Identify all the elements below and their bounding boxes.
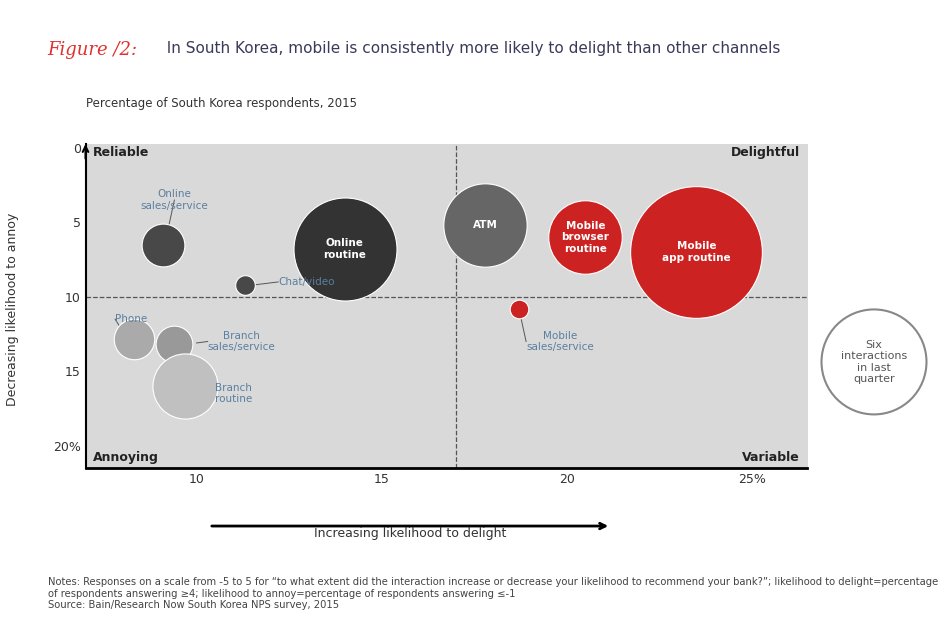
- Text: Percentage of South Korea respondents, 2015: Percentage of South Korea respondents, 2…: [86, 97, 356, 110]
- Text: Notes: Responses on a scale from -5 to 5 for “to what extent did the interaction: Notes: Responses on a scale from -5 to 5…: [48, 577, 938, 610]
- Point: [126, 333, 142, 343]
- Text: Chat/video: Chat/video: [278, 277, 334, 287]
- Text: Mobile
sales/service: Mobile sales/service: [526, 331, 594, 353]
- Text: Mobile
app routine: Mobile app routine: [662, 241, 731, 263]
- Text: Branch
sales/service: Branch sales/service: [208, 331, 276, 353]
- Text: Mobile
browser
routine: Mobile browser routine: [561, 221, 609, 254]
- Text: Decreasing likelihood to annoy: Decreasing likelihood to annoy: [6, 212, 19, 406]
- Point: [238, 280, 253, 290]
- Point: [689, 247, 704, 257]
- Text: Online
routine: Online routine: [323, 238, 366, 260]
- Text: ATM: ATM: [473, 220, 498, 230]
- Point: [167, 339, 182, 349]
- Text: In South Korea, mobile is consistently more likely to delight than other channel: In South Korea, mobile is consistently m…: [157, 41, 780, 56]
- Text: Online
sales/service: Online sales/service: [141, 189, 208, 211]
- Point: [337, 244, 352, 254]
- Text: Branch
routine: Branch routine: [215, 383, 253, 404]
- Point: [478, 220, 493, 230]
- Point: [178, 381, 193, 391]
- Text: Increasing likelihood to delight: Increasing likelihood to delight: [314, 527, 506, 540]
- Circle shape: [822, 310, 926, 414]
- Text: Annoying: Annoying: [93, 451, 159, 464]
- Text: Phone: Phone: [115, 314, 147, 324]
- Point: [156, 240, 171, 250]
- Text: Figure /2:: Figure /2:: [48, 41, 138, 59]
- Point: [578, 232, 593, 242]
- Text: Delightful: Delightful: [731, 146, 800, 158]
- Text: Reliable: Reliable: [93, 146, 149, 158]
- Text: Variable: Variable: [742, 451, 800, 464]
- Text: Six
interactions
in last
quarter: Six interactions in last quarter: [841, 339, 907, 384]
- Point: [511, 304, 526, 314]
